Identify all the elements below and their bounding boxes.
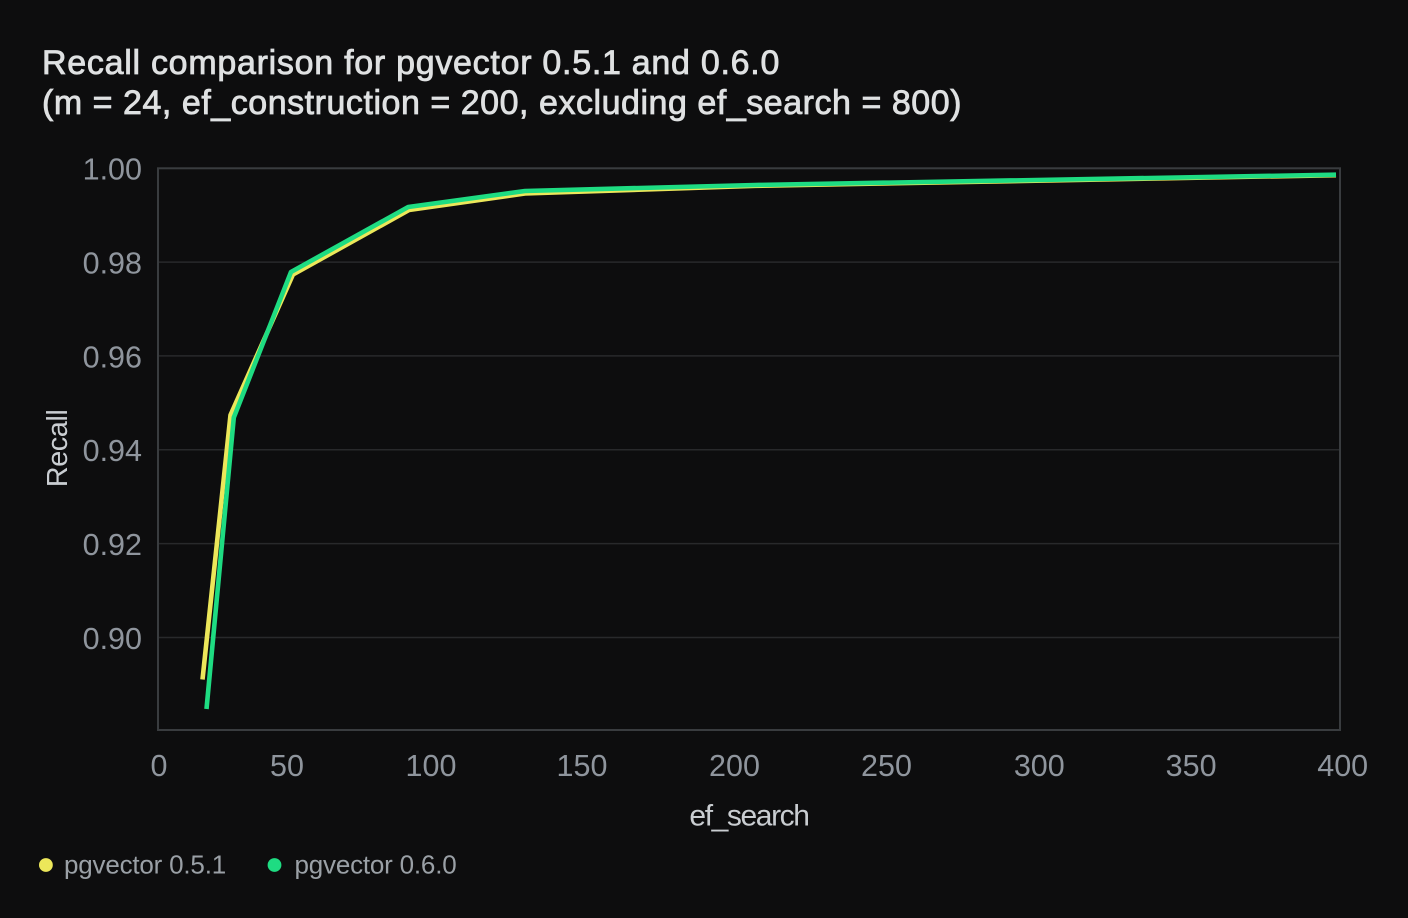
- svg-text:0.98: 0.98: [83, 247, 142, 281]
- svg-text:(m = 24, ef_construction = 200: (m = 24, ef_construction = 200, excludin…: [42, 84, 962, 122]
- svg-text:200: 200: [709, 749, 760, 783]
- svg-text:250: 250: [861, 749, 912, 783]
- svg-text:300: 300: [1014, 749, 1065, 783]
- svg-text:Recall: Recall: [42, 410, 74, 488]
- svg-text:400: 400: [1317, 749, 1368, 783]
- svg-text:pgvector 0.5.1: pgvector 0.5.1: [64, 850, 226, 880]
- svg-text:pgvector 0.6.0: pgvector 0.6.0: [295, 850, 457, 880]
- svg-text:1.00: 1.00: [83, 153, 142, 187]
- svg-text:150: 150: [557, 749, 608, 783]
- svg-text:350: 350: [1166, 749, 1217, 783]
- svg-text:0.92: 0.92: [83, 528, 142, 562]
- svg-text:0.96: 0.96: [83, 340, 142, 374]
- svg-text:0: 0: [151, 749, 168, 783]
- svg-text:0.90: 0.90: [83, 622, 142, 656]
- svg-text:Recall comparison for pgvector: Recall comparison for pgvector 0.5.1 and…: [42, 44, 780, 82]
- svg-text:ef_search: ef_search: [689, 800, 808, 833]
- svg-text:0.94: 0.94: [83, 434, 142, 468]
- svg-text:100: 100: [406, 749, 457, 783]
- svg-text:50: 50: [270, 749, 304, 783]
